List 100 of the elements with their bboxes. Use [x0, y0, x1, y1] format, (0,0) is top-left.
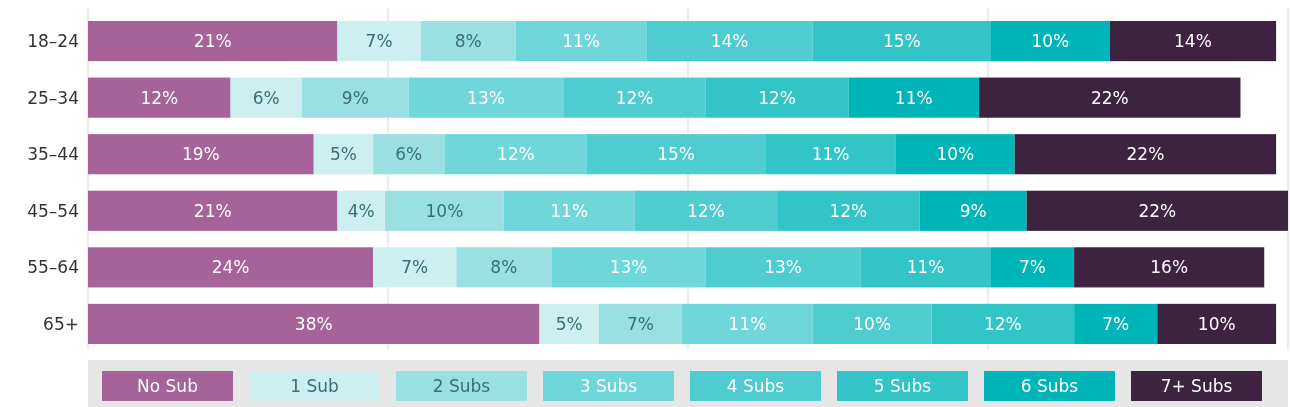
bar [539, 303, 599, 344]
data-label: 13% [609, 257, 648, 278]
bar [765, 134, 896, 175]
bar [598, 303, 683, 344]
bar [88, 303, 540, 344]
y-tick-label: 45–54 [27, 200, 79, 221]
data-label: 5% [329, 144, 357, 165]
data-label: 11% [728, 313, 767, 334]
data-label: 12% [758, 87, 797, 108]
bar [1109, 21, 1277, 62]
bar [990, 21, 1110, 62]
data-label: 14% [710, 31, 749, 52]
bar [444, 134, 588, 175]
data-label: 16% [1150, 257, 1189, 278]
data-label: 6% [395, 144, 423, 165]
bar [682, 303, 813, 344]
bar [301, 77, 409, 118]
data-label: 11% [550, 200, 589, 221]
data-label: 12% [983, 313, 1022, 334]
data-label: 11% [562, 31, 600, 52]
bar [373, 247, 457, 288]
bar [88, 190, 338, 231]
y-tick-label: 35–44 [27, 144, 79, 165]
bar [408, 77, 564, 118]
data-label: 21% [193, 31, 232, 52]
bar [812, 303, 932, 344]
data-label: 38% [294, 313, 333, 334]
data-label: 10% [853, 313, 892, 334]
text: 2 Subs [432, 375, 491, 396]
bar [563, 77, 706, 118]
data-label: 12% [140, 87, 179, 108]
data-label: 22% [1138, 200, 1177, 221]
data-label: 4% [347, 200, 375, 221]
bar [812, 21, 991, 62]
series-label: No Sub [137, 375, 198, 396]
y-tick-label: 25–34 [27, 87, 79, 108]
data-label: 10% [425, 200, 464, 221]
bar [705, 77, 849, 118]
bar [337, 190, 386, 231]
bar [990, 247, 1075, 288]
bar [1074, 247, 1265, 288]
bar [385, 190, 504, 231]
data-label: 10% [1197, 313, 1236, 334]
text: 1 Sub [290, 375, 339, 396]
y-tick-label: 65+ [43, 313, 79, 334]
data-label: 19% [181, 144, 220, 165]
bar [587, 134, 766, 175]
data-label: 11% [811, 144, 850, 165]
bar [646, 21, 813, 62]
data-label: 7% [626, 313, 654, 334]
data-label: 13% [467, 87, 505, 108]
bar [337, 21, 421, 62]
data-label: 22% [1090, 87, 1129, 108]
data-label: 6% [252, 87, 280, 108]
bar [1014, 134, 1277, 175]
series-label: 5 Subs [873, 375, 932, 396]
bar [705, 247, 861, 288]
data-label: 8% [490, 257, 518, 278]
text: 4 Subs [726, 375, 785, 396]
data-label: 11% [894, 87, 933, 108]
data-label: 15% [657, 144, 696, 165]
data-label: 12% [686, 200, 725, 221]
bar [931, 303, 1075, 344]
data-label: 10% [1031, 31, 1070, 52]
data-label: 9% [959, 200, 987, 221]
data-label: 12% [496, 144, 535, 165]
bar [230, 77, 302, 118]
y-tick-label: 55–64 [27, 257, 79, 278]
bar [88, 77, 231, 118]
bar [456, 247, 552, 288]
bar [1026, 190, 1288, 231]
data-label: 14% [1174, 31, 1212, 52]
bar [515, 21, 647, 62]
data-label: 7% [1102, 313, 1130, 334]
text: 3 Subs [579, 375, 638, 396]
bar [777, 190, 920, 231]
bar [88, 247, 374, 288]
data-label: 13% [764, 257, 802, 278]
bar [860, 247, 991, 288]
data-label: 22% [1126, 144, 1165, 165]
data-label: 5% [555, 313, 583, 334]
bar [895, 134, 1015, 175]
bar [1157, 303, 1277, 344]
bar [420, 21, 516, 62]
data-label: 11% [906, 257, 945, 278]
data-label: 7% [1019, 257, 1047, 278]
bar [503, 190, 635, 231]
y-tick-label: 18–24 [27, 31, 79, 52]
data-label: 7% [365, 31, 393, 52]
bar [88, 134, 314, 175]
bar [848, 77, 980, 118]
data-label: 24% [211, 257, 250, 278]
data-label: 21% [193, 200, 232, 221]
bar [1074, 303, 1158, 344]
data-label: 9% [341, 87, 369, 108]
data-label: 7% [401, 257, 429, 278]
bar [551, 247, 706, 288]
bar [979, 77, 1241, 118]
data-label: 12% [615, 87, 654, 108]
bar [634, 190, 778, 231]
